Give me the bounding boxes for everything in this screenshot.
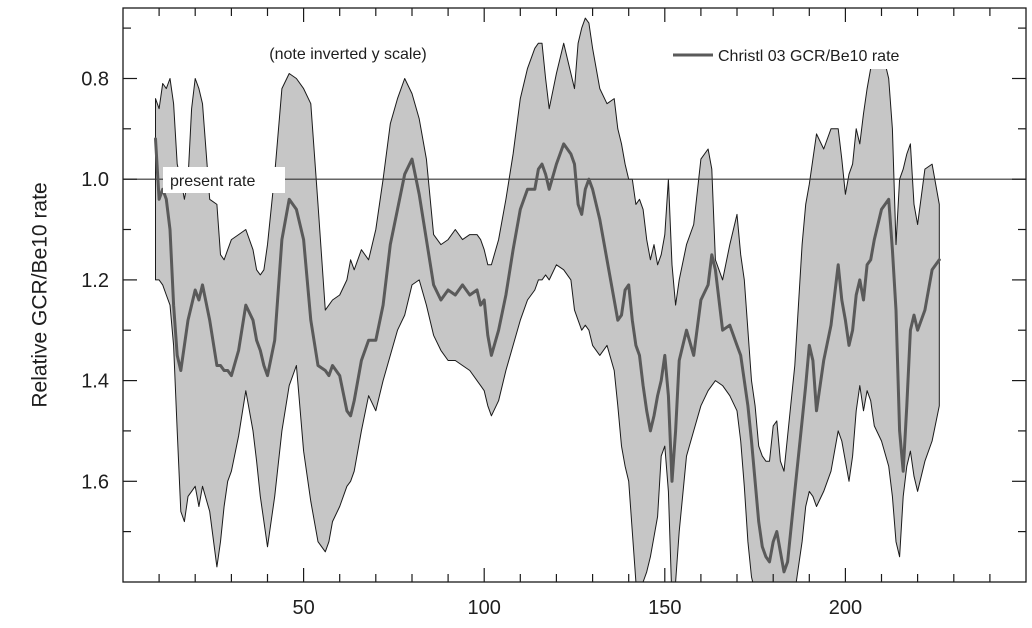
present-rate-label: present rate <box>170 173 255 190</box>
y-tick-label: 1.4 <box>81 371 109 393</box>
plot-frame <box>122 7 1027 583</box>
legend-label: Christl 03 GCR/Be10 rate <box>718 48 900 65</box>
x-tick-label: 200 <box>829 597 862 619</box>
y-tick-label: 1.2 <box>81 270 109 292</box>
present-rate-label-bg <box>163 167 285 193</box>
y-axis-tick-labels: 0.8 1.0 1.2 1.4 1.6 <box>81 69 109 494</box>
x-axis-tick-labels: 50 100 150 200 <box>292 597 862 619</box>
uncertainty-band <box>155 17 940 582</box>
axis-ticks <box>123 8 1026 582</box>
y-tick-label: 1.0 <box>81 169 109 191</box>
y-tick-label: 1.6 <box>81 471 109 493</box>
series-line-christl-03 <box>154 137 941 574</box>
y-tick-label: 0.8 <box>81 69 109 91</box>
y-axis-title: Relative GCR/Be10 rate <box>29 182 52 407</box>
note-inverted-scale: (note inverted y scale) <box>269 46 426 63</box>
x-tick-label: 100 <box>468 597 501 619</box>
x-tick-label: 150 <box>648 597 681 619</box>
legend-bg <box>666 41 966 69</box>
legend: Christl 03 GCR/Be10 rate <box>666 41 966 69</box>
x-tick-label: 50 <box>292 597 314 619</box>
